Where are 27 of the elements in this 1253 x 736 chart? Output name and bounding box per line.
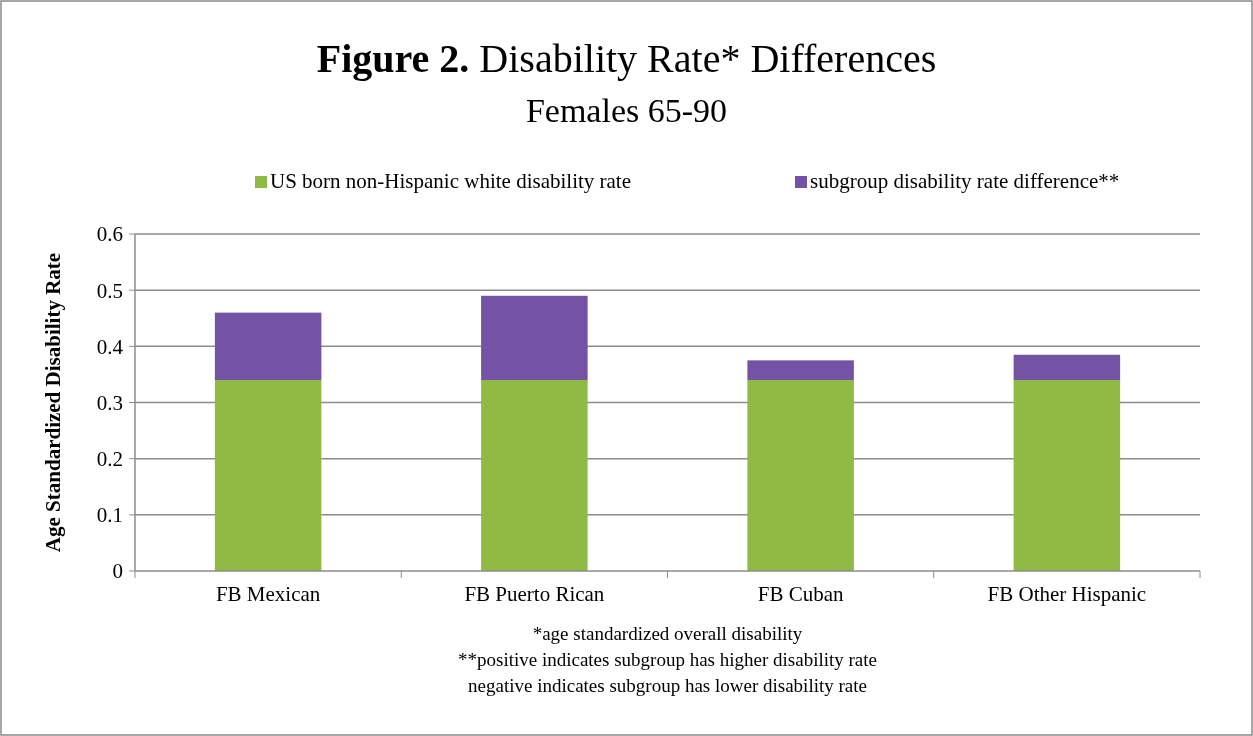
text: negative indicates subgroup has lower disability rate — [468, 675, 867, 696]
y-tick-label: 0.6 — [96, 222, 123, 247]
bar — [747, 360, 854, 381]
y-tick-label: 0 — [112, 559, 123, 584]
x-tick-label: FB Mexican — [215, 582, 321, 606]
y-tick-label: 0.2 — [96, 447, 123, 472]
chart-subtitle: Females 65-90 — [525, 92, 728, 129]
y-tick-label: 0.3 — [96, 390, 123, 415]
bar — [1013, 380, 1121, 571]
legend-label: US born non-Hispanic white disability rate — [270, 169, 632, 193]
legend-label: subgroup disability rate difference** — [810, 169, 1120, 193]
y-tick-label: 0.1 — [96, 503, 123, 528]
bar — [481, 380, 588, 571]
y-axis-title: Age Standardized Disability Rate — [41, 252, 65, 553]
y-tick-label: 0.5 — [96, 278, 123, 303]
bar — [214, 380, 322, 571]
x-tick-label: FB Puerto Rican — [464, 582, 605, 606]
text: **positive indicates subgroup has higher disability rate — [458, 649, 877, 670]
x-tick-label: FB Other Hispanic — [987, 582, 1147, 606]
bar — [481, 295, 588, 381]
bar — [1013, 354, 1121, 381]
text: *age standardized overall disability — [532, 623, 803, 644]
chart-title: Figure 2. Disability Rate* Differences — [316, 36, 937, 81]
bar — [214, 312, 322, 381]
y-tick-label: 0.4 — [96, 334, 124, 359]
x-tick-label: FB Cuban — [757, 582, 845, 606]
bar — [747, 380, 854, 571]
